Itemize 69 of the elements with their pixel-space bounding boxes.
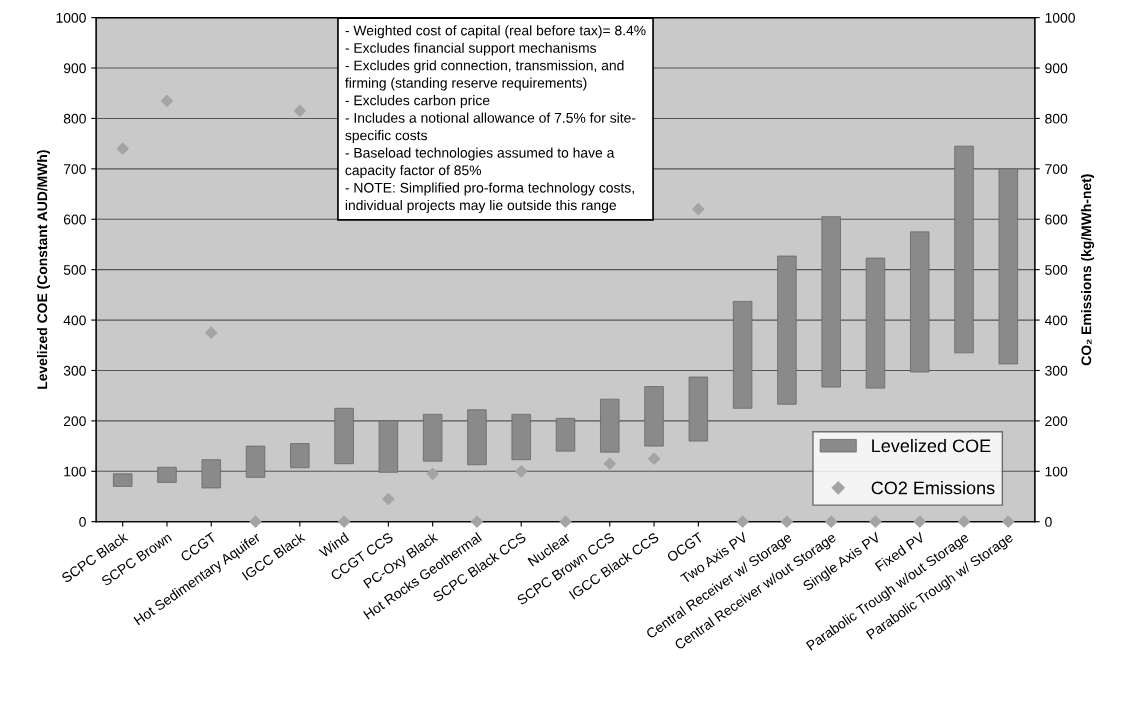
y-tick-label: 200 — [63, 416, 86, 427]
bar — [777, 255, 797, 405]
y2-tick-label: 1000 — [1045, 12, 1075, 23]
y2-tick-label: 100 — [1045, 466, 1068, 477]
y-axis-title: Levelized COE (Constant AUD/MWh) — [37, 150, 50, 389]
bar — [910, 231, 930, 373]
point — [116, 142, 129, 155]
point — [559, 515, 572, 528]
legend-label: CO2 Emissions — [871, 481, 995, 495]
y-tick-label: 600 — [63, 214, 86, 225]
bar — [821, 216, 841, 388]
point — [647, 452, 661, 465]
point — [913, 515, 926, 528]
point — [780, 515, 793, 528]
y2-tick-label: 700 — [1045, 164, 1068, 175]
point — [338, 515, 351, 528]
bar — [112, 473, 133, 487]
y-tick-label: 1000 — [56, 12, 86, 23]
y2-tick-label: 800 — [1045, 113, 1068, 124]
bar — [245, 445, 266, 478]
y2-tick-label: 300 — [1045, 365, 1068, 376]
bar — [334, 407, 354, 465]
point — [957, 515, 971, 528]
point — [1002, 515, 1015, 528]
y-tick-label: 400 — [63, 315, 86, 326]
point — [470, 515, 484, 528]
bar — [865, 257, 886, 389]
y2-tick-label: 500 — [1045, 265, 1068, 275]
y-tick-label: 800 — [63, 113, 86, 124]
bar — [422, 413, 443, 462]
y-tick-label: 500 — [63, 265, 86, 275]
y-tick-label: 700 — [63, 164, 86, 175]
y-tick-label: 0 — [79, 517, 86, 527]
bar — [467, 409, 487, 466]
legend-label: Levelized COE — [872, 438, 991, 453]
bar — [290, 443, 310, 469]
point — [515, 465, 528, 478]
point — [249, 515, 262, 528]
bar — [998, 168, 1019, 365]
point — [869, 515, 882, 528]
bar — [378, 420, 399, 473]
y2-tick-label: 600 — [1045, 214, 1068, 225]
y2-tick-label: 200 — [1045, 416, 1068, 427]
bar — [600, 398, 620, 453]
point — [205, 326, 218, 339]
point — [160, 94, 174, 107]
y2-tick-label: 0 — [1045, 517, 1052, 527]
y-tick-label: 100 — [64, 466, 86, 477]
bar — [555, 417, 576, 452]
y-tick-label: 900 — [63, 63, 86, 74]
point — [825, 515, 838, 528]
bar — [688, 376, 709, 442]
point — [293, 104, 306, 117]
y2-tick-label: 400 — [1044, 315, 1068, 326]
point — [603, 457, 616, 470]
point — [692, 203, 705, 216]
y2-axis-title: CO₂ Emissions (kg/MWh-net) — [1081, 174, 1095, 366]
bar — [511, 413, 531, 461]
y2-tick-label: 900 — [1045, 63, 1068, 74]
point — [426, 467, 439, 480]
text: - Weighted cost of capital (real before tax)= 8.4% - Excludes financial support mechanisms - Excludes grid connection, transmission, and firming (standing reserve requirements) - Excludes carbon price - Includes a notional allowance of 7.5% for site- specific costs - Baseload technologies assumed to have a capacity factor of 85% - NOTE: Simplified pro-forma technology costs, individual projects may lie outside this range — [345, 25, 646, 213]
bar — [644, 386, 664, 447]
point — [736, 515, 749, 528]
bar — [201, 459, 221, 489]
bar — [732, 301, 753, 409]
point — [382, 492, 395, 506]
bar — [954, 145, 974, 354]
bar — [157, 466, 177, 483]
y-tick-label: 300 — [63, 365, 86, 376]
